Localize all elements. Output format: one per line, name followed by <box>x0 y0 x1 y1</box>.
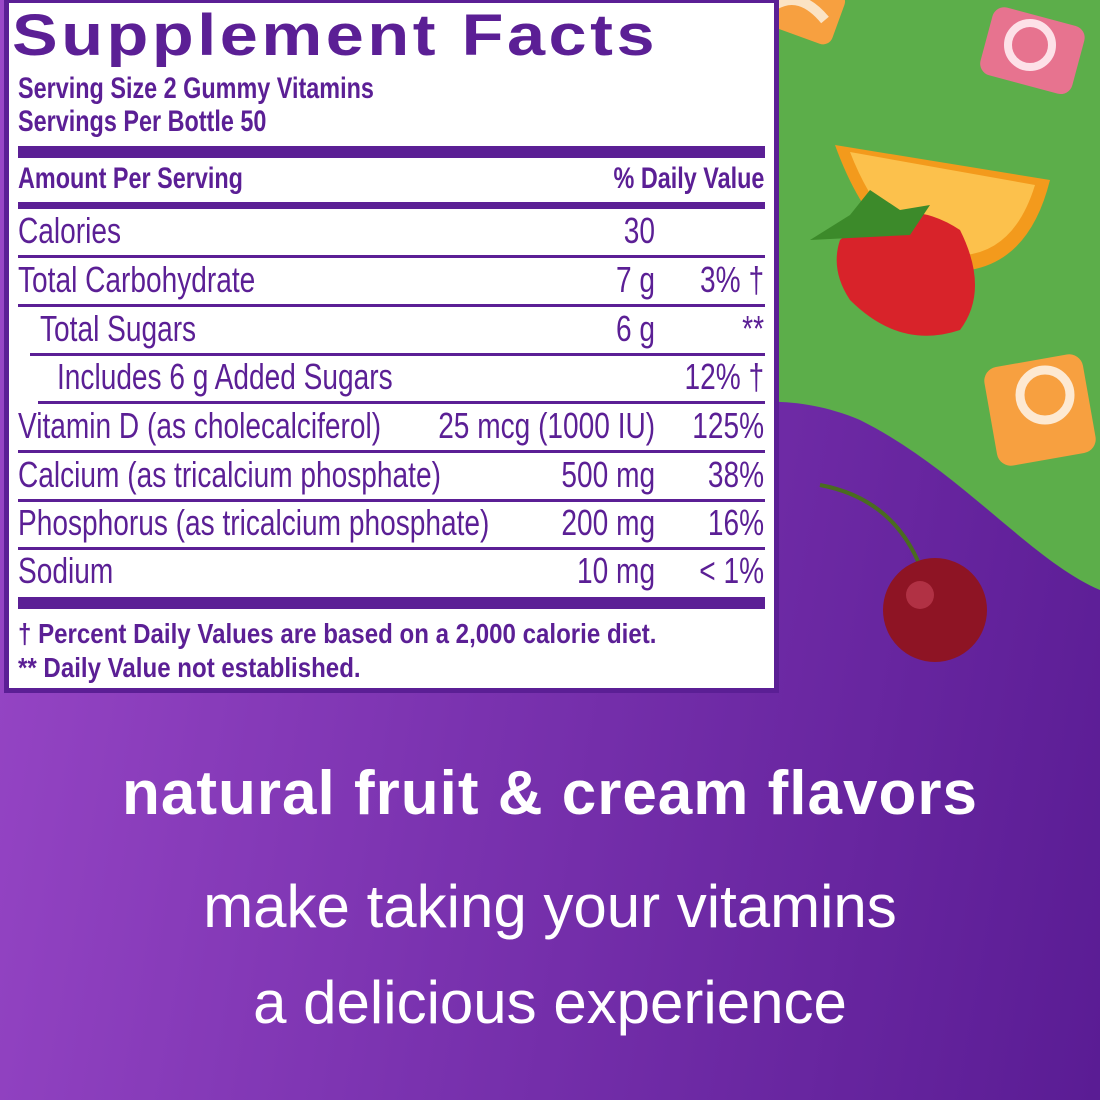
label-title: Supplement Facts <box>12 3 659 68</box>
strawberry <box>810 190 975 336</box>
row-divider <box>30 353 765 356</box>
orange-swirl-candy <box>984 354 1096 466</box>
divider-thick <box>18 146 765 158</box>
cherry <box>819 483 987 662</box>
tagline-headline: natural fruit & cream flavors <box>122 759 978 828</box>
nutrient-amount: 25 mcg (1000 IU) <box>438 405 655 446</box>
nutrient-amount: 7 g <box>615 259 655 300</box>
nutrient-name: Sodium <box>18 550 114 591</box>
serving-size: Serving Size 2 Gummy Vitamins <box>18 72 374 105</box>
header-daily-value: % Daily Value <box>613 162 764 195</box>
nutrient-amount: 10 mg <box>576 550 655 591</box>
divider-medium <box>18 202 765 209</box>
divider-thick <box>18 597 765 609</box>
nutrient-name: Vitamin D (as cholecalciferol) <box>18 405 382 446</box>
row-divider <box>18 499 765 502</box>
nutrient-name: Phosphorus (as tricalcium phosphate) <box>18 502 490 543</box>
nutrient-daily-value: 12% † <box>684 356 764 397</box>
nutrient-daily-value: 3% † <box>699 259 764 300</box>
nutrient-name: Calories <box>18 210 121 251</box>
servings-per-bottle: Servings Per Bottle 50 <box>18 105 267 138</box>
row-divider <box>18 547 765 550</box>
supplement-facts-label <box>4 0 779 693</box>
row-divider <box>18 450 765 453</box>
tagline-line-3: a delicious experience <box>253 969 847 1036</box>
nutrient-amount: 200 mg <box>561 502 655 543</box>
nutrient-name: Total Carbohydrate <box>18 259 256 300</box>
pink-swirl-candy <box>980 7 1085 95</box>
fruit-background <box>700 0 1100 662</box>
nutrient-daily-value: 16% <box>707 502 764 543</box>
nutrient-daily-value: 38% <box>707 454 764 495</box>
nutrient-amount: 500 mg <box>561 454 655 495</box>
nutrient-name: Total Sugars <box>40 308 197 349</box>
tagline-line-2: make taking your vitamins <box>203 873 897 940</box>
footnote-not-established: ** Daily Value not established. <box>18 652 361 683</box>
nutrient-name: Includes 6 g Added Sugars <box>57 356 393 397</box>
orange-slice <box>835 145 1050 270</box>
nutrient-daily-value: ** <box>742 308 764 349</box>
row-divider <box>38 401 765 404</box>
nutrient-name: Calcium (as tricalcium phosphate) <box>18 454 441 495</box>
nutrient-amount: 6 g <box>615 308 655 349</box>
nutrient-daily-value: < 1% <box>699 550 764 591</box>
header-amount: Amount Per Serving <box>18 162 243 195</box>
nutrient-amount: 30 <box>623 210 655 251</box>
row-divider <box>18 304 765 307</box>
row-divider <box>18 255 765 258</box>
nutrient-daily-value: 125% <box>692 405 764 446</box>
footnote-daily-values: † Percent Daily Values are based on a 2,… <box>18 618 657 649</box>
